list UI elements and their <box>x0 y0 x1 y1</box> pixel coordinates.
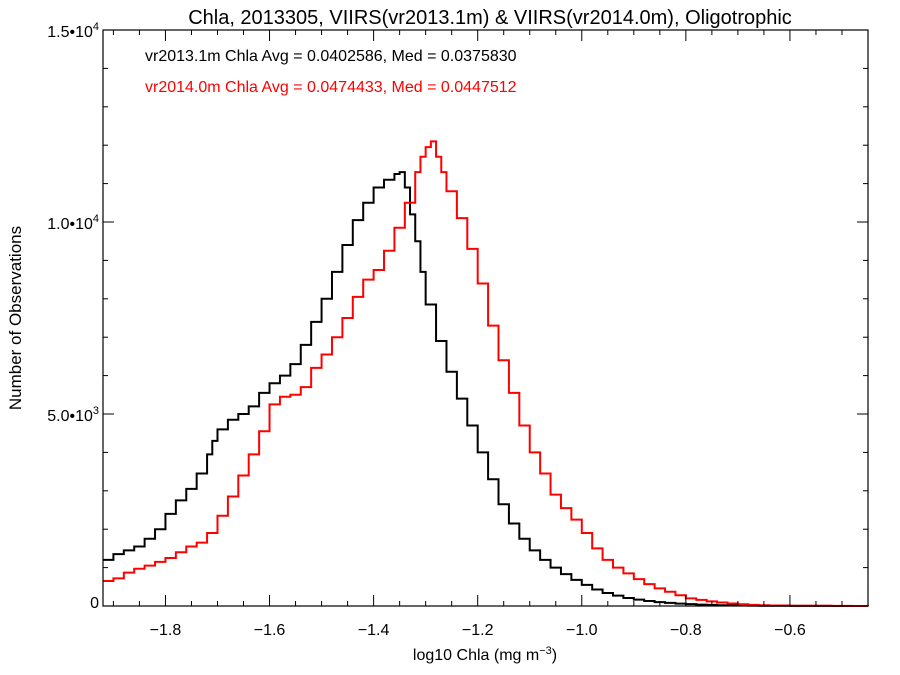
x-tick-label: −1.0 <box>566 622 598 639</box>
y-tick-label: 5.0•103 <box>47 405 99 425</box>
series-line-0 <box>103 171 868 607</box>
y-tick-label: 0 <box>90 595 99 612</box>
x-tick-label: −1.6 <box>254 622 286 639</box>
annotation-vr2013: vr2013.1m Chla Avg = 0.0402586, Med = 0.… <box>145 48 517 65</box>
y-tick-label: 1.0•104 <box>47 213 99 233</box>
y-axis: 0 5.0•103 1.0•104 1.5•104 <box>47 21 868 612</box>
x-tick-label: −1.2 <box>462 622 494 639</box>
x-tick-label: −1.8 <box>150 622 182 639</box>
x-axis-label-superscript: −3 <box>539 645 552 657</box>
y-axis-label: Number of Observations <box>6 226 25 410</box>
y-tick-label: 1.5•104 <box>47 21 99 41</box>
x-axis-label: log10 Chla (mg m−3) <box>413 645 557 664</box>
x-tick-label: −1.4 <box>358 622 390 639</box>
x-axis: −1.8 −1.6 −1.4 −1.2 −1.0 −0.8 −0.6 <box>112 30 843 639</box>
chart-title: Chla, 2013305, VIIRS(vr2013.1m) & VIIRS(… <box>188 7 792 29</box>
series-layer <box>103 140 869 607</box>
plot-frame <box>102 29 869 607</box>
x-tick-label: −0.8 <box>670 622 702 639</box>
x-tick-label: −0.6 <box>774 622 806 639</box>
series-line-1 <box>103 140 869 607</box>
annotation-vr2014: vr2014.0m Chla Avg = 0.0474433, Med = 0.… <box>145 79 517 96</box>
